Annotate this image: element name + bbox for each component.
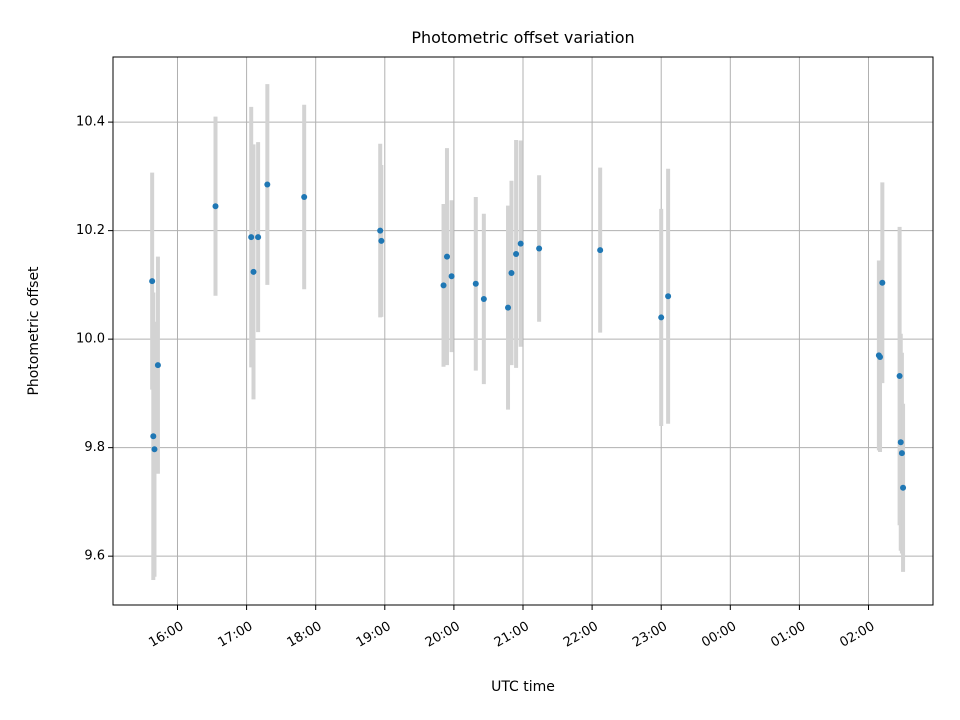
data-point bbox=[505, 304, 512, 311]
data-point bbox=[250, 268, 257, 275]
data-point bbox=[513, 250, 520, 257]
data-point bbox=[877, 354, 884, 361]
data-point bbox=[150, 433, 157, 440]
data-point bbox=[301, 193, 308, 200]
data-point bbox=[149, 278, 156, 285]
data-point bbox=[255, 234, 262, 241]
x-tick-label: 00:00 bbox=[699, 619, 739, 651]
y-tick-label: 10.0 bbox=[76, 332, 105, 347]
data-point bbox=[879, 279, 886, 286]
y-tick-label: 9.6 bbox=[84, 549, 105, 564]
grid-lines bbox=[113, 57, 933, 605]
x-tick-label: 02:00 bbox=[837, 619, 877, 651]
data-point bbox=[440, 282, 447, 289]
data-point bbox=[536, 245, 543, 252]
data-point bbox=[658, 314, 665, 321]
y-tick-label: 10.2 bbox=[76, 223, 105, 238]
x-axis-ticks: 16:00 17:00 18:00 19:00 20:00 21:00 22:00 23:00… bbox=[146, 605, 877, 651]
errorbars bbox=[150, 84, 906, 581]
data-point bbox=[898, 450, 905, 457]
data-points bbox=[149, 181, 907, 491]
data-point bbox=[480, 295, 487, 302]
data-point bbox=[443, 253, 450, 260]
data-point bbox=[472, 280, 479, 287]
data-point bbox=[377, 227, 384, 234]
y-axis-ticks: 9.6 9.8 10.0 10.2 10.4 bbox=[76, 115, 113, 564]
x-axis-label: UTC time bbox=[491, 679, 555, 695]
x-tick-label: 19:00 bbox=[354, 619, 394, 651]
x-tick-label: 20:00 bbox=[423, 619, 463, 651]
data-point bbox=[508, 269, 515, 276]
data-point bbox=[665, 293, 672, 300]
data-point bbox=[378, 237, 385, 244]
data-point bbox=[900, 484, 907, 491]
x-tick-label: 17:00 bbox=[216, 619, 256, 651]
data-point bbox=[264, 181, 271, 188]
data-point bbox=[517, 240, 524, 247]
data-point bbox=[248, 234, 255, 241]
data-point bbox=[597, 247, 604, 254]
y-axis-label: Photometric offset bbox=[26, 266, 42, 396]
data-point bbox=[151, 446, 158, 453]
data-point bbox=[897, 439, 904, 446]
data-point bbox=[212, 203, 219, 210]
chart-title: Photometric offset variation bbox=[411, 28, 634, 47]
x-tick-label: 23:00 bbox=[630, 619, 670, 651]
data-point bbox=[896, 373, 903, 380]
x-tick-label: 18:00 bbox=[285, 619, 325, 651]
y-tick-label: 9.8 bbox=[84, 440, 105, 455]
x-tick-label: 01:00 bbox=[768, 619, 808, 651]
data-point bbox=[154, 362, 161, 369]
data-point bbox=[448, 273, 455, 280]
x-tick-label: 16:00 bbox=[146, 619, 186, 651]
x-tick-label: 21:00 bbox=[492, 619, 532, 651]
x-tick-label: 22:00 bbox=[561, 619, 601, 651]
y-tick-label: 10.4 bbox=[76, 115, 105, 130]
